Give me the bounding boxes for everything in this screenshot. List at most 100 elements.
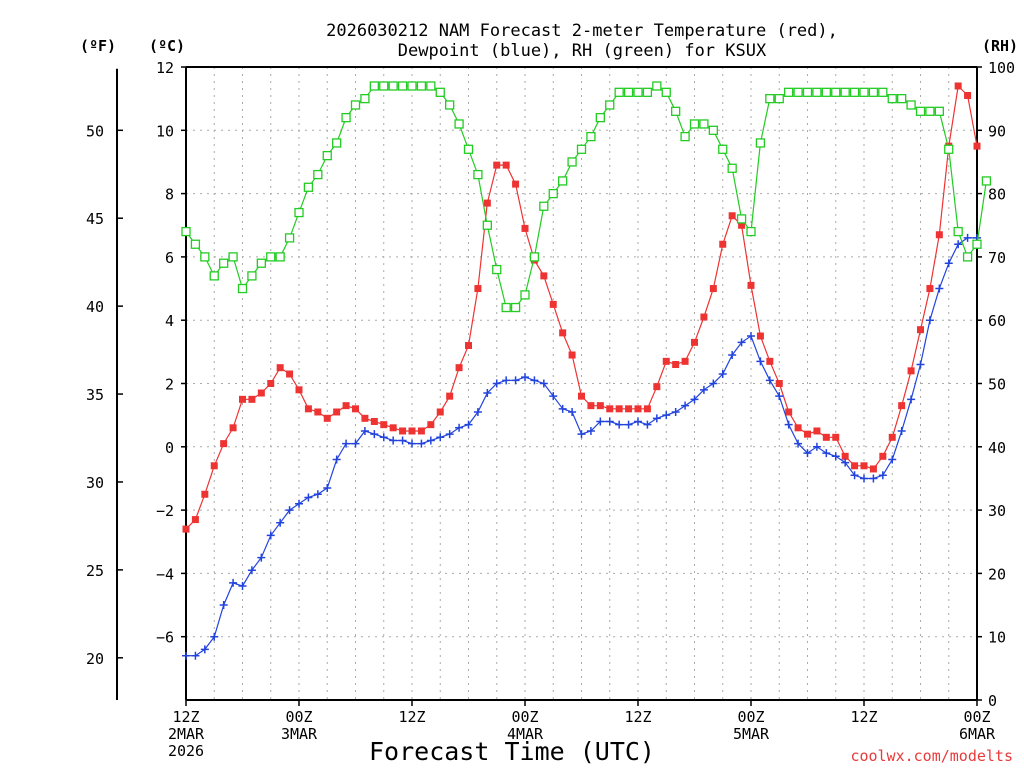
- fahrenheit-tick-label: 30: [86, 474, 104, 492]
- temperature-point: [653, 383, 661, 391]
- axes: [116, 66, 982, 706]
- dewpoint-point: [699, 385, 708, 394]
- dewpoint-point: [492, 379, 501, 388]
- data-series: [181, 81, 992, 660]
- temperature-point: [257, 389, 265, 397]
- celsius-tick-label: 4: [165, 312, 174, 330]
- rh-point: [727, 163, 737, 173]
- dewpoint-point: [963, 233, 972, 242]
- temperature-point: [860, 462, 868, 470]
- temperature-point: [370, 417, 378, 425]
- temperature-point: [333, 408, 341, 416]
- temperature-point: [455, 364, 463, 372]
- temperature-point: [502, 161, 510, 169]
- rh-point: [840, 87, 850, 97]
- dewpoint-point: [860, 474, 868, 483]
- temperature-point: [672, 361, 680, 369]
- x-tick-label: 12Z: [172, 708, 199, 726]
- temperature-point: [719, 240, 727, 248]
- rh-point: [322, 150, 332, 161]
- rh-point: [219, 258, 229, 268]
- temperature-point: [361, 414, 369, 422]
- dewpoint-point: [304, 493, 313, 502]
- temperature-point: [973, 142, 981, 150]
- temperature-point: [427, 421, 435, 429]
- celsius-tick-label: 10: [156, 122, 174, 140]
- dewpoint-point: [464, 420, 473, 429]
- rh-point: [906, 100, 916, 110]
- x-tick-label: 12Z: [624, 708, 651, 726]
- temperature-point: [794, 424, 802, 432]
- rh-point: [407, 81, 417, 91]
- rh-point: [595, 112, 605, 123]
- rh-line: [185, 85, 987, 309]
- dewpoint-point: [765, 376, 774, 385]
- rh-point: [708, 125, 718, 135]
- rh-point: [341, 112, 351, 123]
- celsius-tick-label: 6: [165, 249, 174, 267]
- rh-point: [190, 239, 201, 249]
- dewpoint-point: [483, 388, 492, 397]
- rh-tick-label: 100: [988, 59, 1015, 77]
- rh-point: [774, 94, 784, 104]
- temperature-point: [210, 462, 218, 470]
- rh-point: [454, 119, 464, 129]
- dewpoint-point: [577, 430, 586, 439]
- rh-point: [369, 81, 379, 91]
- rh-point: [501, 302, 511, 313]
- dewpoint-point: [229, 578, 238, 587]
- rh-point: [953, 226, 963, 237]
- rh-point: [247, 271, 257, 281]
- rh-point: [445, 100, 455, 110]
- dewpoint-point: [568, 407, 577, 416]
- rh-point: [887, 94, 897, 104]
- dewpoint-point: [586, 426, 595, 435]
- chart-title-line1: 2026030212 NAM Forecast 2-meter Temperat…: [326, 21, 838, 41]
- rh-point: [360, 94, 370, 104]
- temperature-point: [483, 199, 491, 207]
- temperature-point: [465, 342, 472, 350]
- x-tick-label: 2MAR: [168, 725, 205, 743]
- rh-point: [228, 252, 238, 262]
- temperature-point: [295, 386, 303, 394]
- rh-point: [435, 87, 445, 97]
- rh-point: [802, 87, 813, 97]
- rh-point: [689, 119, 700, 129]
- temperature-point: [681, 357, 689, 365]
- temperature-point: [342, 402, 350, 410]
- rh-point: [746, 226, 756, 237]
- x-tick-label: 00Z: [963, 708, 990, 726]
- dewpoint-point: [379, 433, 388, 442]
- dewpoint-point: [737, 338, 746, 347]
- rh-point: [181, 226, 191, 237]
- dewpoint-point: [709, 379, 718, 388]
- rh-point: [548, 188, 558, 199]
- x-tick-label: 5MAR: [733, 725, 770, 743]
- temperature-point: [907, 367, 915, 375]
- rh-point: [812, 87, 822, 97]
- rh-point: [586, 131, 596, 142]
- dewpoint-point: [417, 439, 426, 448]
- dewpoint-point: [803, 449, 812, 458]
- rh-point: [463, 144, 474, 154]
- rh-point: [868, 87, 879, 97]
- dewpoint-point: [841, 458, 850, 467]
- celsius-tick-label: −2: [156, 502, 174, 520]
- dewpoint-point: [775, 392, 784, 401]
- celsius-tick-label: 0: [165, 439, 174, 457]
- temperature-point: [841, 452, 849, 460]
- rh-point: [256, 258, 266, 268]
- temperature-point: [662, 357, 670, 365]
- rh-tick-label: 90: [988, 122, 1006, 140]
- temperature-point: [643, 405, 651, 413]
- dewpoint-point: [257, 553, 266, 562]
- temperature-point: [276, 364, 284, 372]
- grid: [186, 66, 977, 700]
- rh-point: [793, 87, 803, 97]
- dewpoint-point: [521, 373, 529, 382]
- dewpoint-point: [445, 430, 454, 439]
- dewpoint-point: [266, 531, 275, 540]
- dewpoint-point: [219, 601, 228, 610]
- rh-tick-label: 70: [988, 249, 1006, 267]
- dewpoint-point: [624, 420, 633, 429]
